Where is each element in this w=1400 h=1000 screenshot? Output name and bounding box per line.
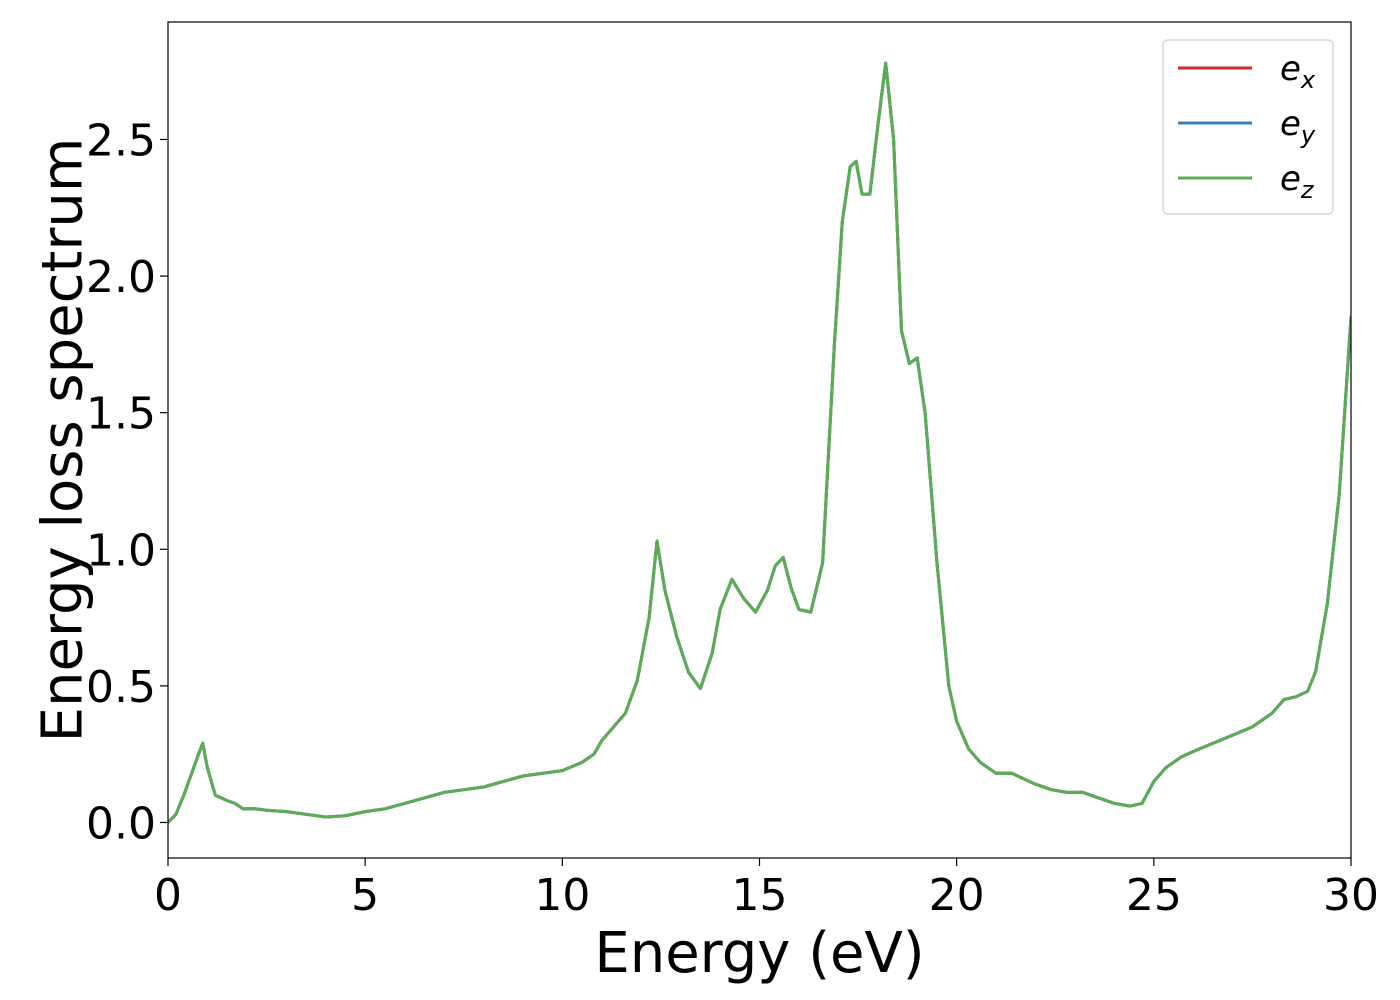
x-axis-title: Energy (eV) — [594, 921, 924, 986]
legend-box — [1162, 39, 1334, 215]
y-tick-label: 1.5 — [86, 389, 156, 440]
y-tick-label: 0.0 — [86, 798, 156, 849]
series-line-z — [168, 61, 1351, 824]
y-tick-label: 1.0 — [86, 525, 156, 576]
y-tick-label: 0.5 — [86, 662, 156, 713]
x-tick-label: 10 — [534, 870, 590, 921]
legend-subscript: x — [1300, 66, 1316, 94]
x-axis-ticks: 0 5 10 15 20 25 30 — [154, 858, 1379, 921]
legend-subscript: y — [1300, 121, 1316, 149]
x-tick-label: 20 — [929, 870, 985, 921]
x-tick-label: 5 — [351, 870, 379, 921]
legend-subscript: z — [1300, 176, 1315, 204]
x-tick-label: 30 — [1323, 870, 1379, 921]
y-tick-label: 2.0 — [86, 252, 156, 303]
y-tick-label: 2.5 — [86, 115, 156, 166]
x-tick-label: 25 — [1126, 870, 1182, 921]
x-tick-label: 0 — [154, 870, 182, 921]
y-axis-ticks: 0.0 0.5 1.0 1.5 2.0 2.5 — [86, 115, 168, 849]
series-layer — [168, 61, 1351, 824]
y-axis-title: Energy loss spectrum — [31, 138, 96, 743]
x-tick-label: 15 — [732, 870, 788, 921]
